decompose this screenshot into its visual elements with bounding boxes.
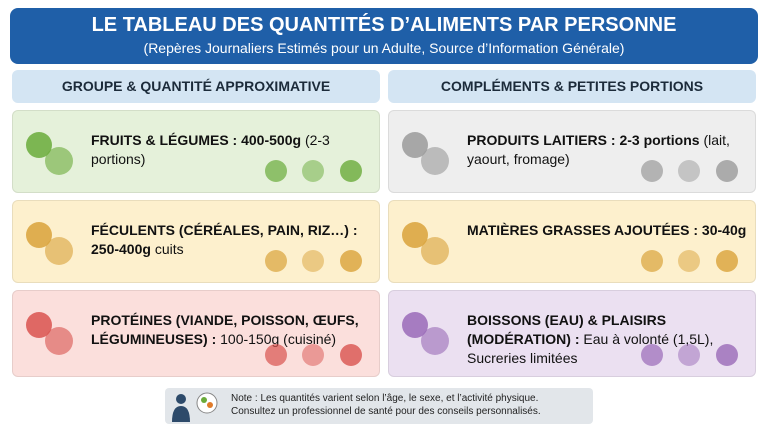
- card-detail: cuits: [154, 241, 184, 257]
- subtitle: (Repères Journaliers Estimés pour un Adu…: [143, 40, 625, 56]
- icon: [26, 312, 73, 355]
- card: FRUITS & LÉGUMES : 400-500g (2-3 portion…: [12, 110, 380, 193]
- card-detail: (2-3 portions): [91, 132, 330, 167]
- card-bold: BOISSONS (EAU) & PLAISIRS (MODÉRATION) :: [467, 312, 667, 347]
- icon: [402, 132, 449, 175]
- card-bold: MATIÈRES GRASSES AJOUTÉES : 30-40g: [467, 222, 747, 238]
- icon: [26, 132, 73, 175]
- icon: [402, 222, 449, 265]
- small-icons: [641, 250, 738, 272]
- card-detail: 100-150g (cuisiné): [220, 331, 337, 347]
- card: BOISSONS (EAU) & PLAISIRS (MODÉRATION) :…: [388, 290, 756, 377]
- card-detail: (lait, yaourt, fromage): [467, 132, 730, 167]
- card-text: FÉCULENTS (CÉRÉALES, PAIN, RIZ…) : 250-4…: [91, 221, 371, 259]
- card-text: MATIÈRES GRASSES AJOUTÉES : 30-40g: [467, 221, 747, 240]
- card-bold: FÉCULENTS (CÉRÉALES, PAIN, RIZ…) : 250-4…: [91, 222, 358, 257]
- icon: [26, 222, 73, 265]
- card-text: BOISSONS (EAU) & PLAISIRS (MODÉRATION) :…: [467, 311, 747, 368]
- card: PROTÉINES (VIANDE, POISSON, ŒUFS, LÉGUMI…: [12, 290, 380, 377]
- card-detail: Eau à volonté (1,5L), Sucreries limitées: [467, 331, 714, 366]
- card-bold: FRUITS & LÉGUMES : 400-500g: [91, 132, 302, 148]
- note: Note : Les quantités varient selon l’âge…: [165, 388, 593, 424]
- card-text: FRUITS & LÉGUMES : 400-500g (2-3 portion…: [91, 131, 371, 169]
- card: MATIÈRES GRASSES AJOUTÉES : 30-40g: [388, 200, 756, 283]
- card-bold: PROTÉINES (VIANDE, POISSON, ŒUFS, LÉGUMI…: [91, 312, 359, 347]
- small-icons: [265, 250, 362, 272]
- note-icon: [172, 392, 218, 422]
- title: LE TABLEAU DES QUANTITÉS D’ALIMENTS PAR …: [91, 14, 677, 36]
- card: FÉCULENTS (CÉRÉALES, PAIN, RIZ…) : 250-4…: [12, 200, 380, 283]
- icon: [402, 312, 449, 355]
- note-line: Note : Les quantités varient selon l’âge…: [231, 393, 539, 404]
- note-line: Consultez un professionnel de santé pour…: [231, 406, 541, 417]
- column-header: GROUPE & QUANTITÉ APPROXIMATIVE: [12, 70, 380, 103]
- header: LE TABLEAU DES QUANTITÉS D’ALIMENTS PAR …: [10, 8, 758, 64]
- card: PRODUITS LAITIERS : 2-3 portions (lait, …: [388, 110, 756, 193]
- card-text: PROTÉINES (VIANDE, POISSON, ŒUFS, LÉGUMI…: [91, 311, 371, 349]
- card-bold: PRODUITS LAITIERS : 2-3 portions: [467, 132, 700, 148]
- small-icons: [265, 344, 362, 366]
- small-icons: [641, 160, 738, 182]
- small-icons: [265, 160, 362, 182]
- column-header: COMPLÉMENTS & PETITES PORTIONS: [388, 70, 756, 103]
- card-text: PRODUITS LAITIERS : 2-3 portions (lait, …: [467, 131, 747, 169]
- small-icons: [641, 344, 738, 366]
